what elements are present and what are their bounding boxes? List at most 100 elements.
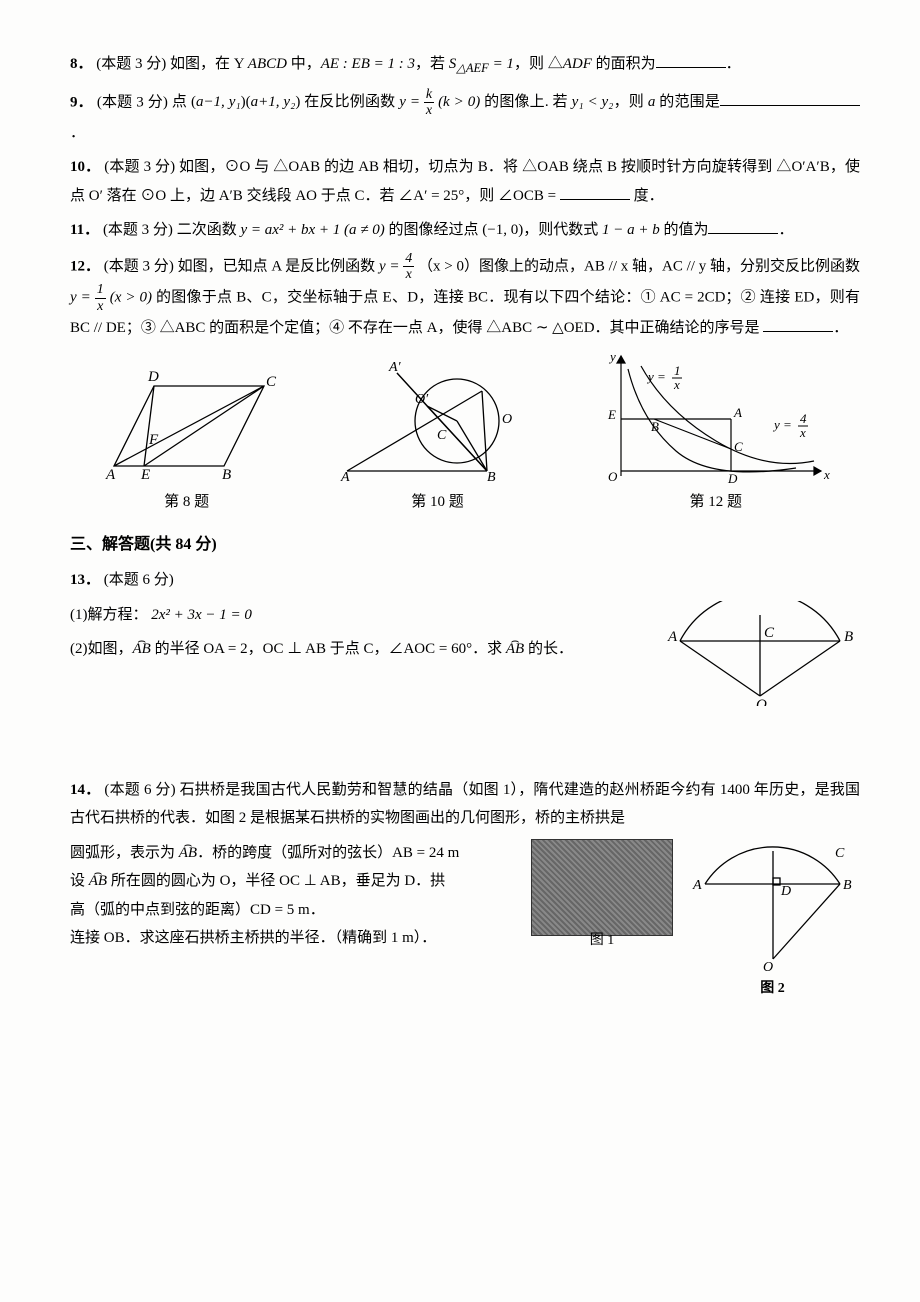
q9-f: 的范围是	[655, 94, 720, 110]
question-9: 9． (本题 3 分) 点 (a−1, y₁)(a+1, y₂) 在反比例函数 …	[70, 87, 860, 147]
q11-blank	[708, 218, 778, 234]
q11-b: 的图像经过点 (−1, 0)，则代数式	[385, 222, 602, 238]
q13-points: (本题 6 分)	[104, 572, 174, 588]
question-13: 13． (本题 6 分)	[70, 566, 860, 595]
fig14-D: D	[780, 884, 791, 899]
figure-q10-svg: A B A′ C O O′	[327, 361, 547, 486]
fig8-D: D	[147, 369, 159, 385]
q12-eqy: y =	[379, 258, 400, 274]
q10-b: 度．	[630, 188, 664, 204]
q11-d: ．	[778, 222, 793, 238]
q9-g: ．	[70, 125, 85, 141]
q12-eqy2: y =	[70, 290, 91, 306]
question-8: 8． (本题 3 分) 如图，在 Y ABCD 中，AE : EB = 1 : …	[70, 50, 860, 81]
figure-q12: O x y A B C D E y = 1x y = 4x 第 12 题	[596, 351, 836, 517]
fig14-A: A	[692, 878, 702, 893]
fig8-C: C	[266, 374, 277, 390]
fig10-O: O	[502, 412, 512, 427]
q9-d: 的图像上. 若	[480, 94, 571, 110]
q8-m4: ADF	[563, 56, 592, 72]
q11-c: 的值为	[660, 222, 709, 238]
q14-row: 圆弧形，表示为 AB．桥的跨度（弧所对的弦长）AB = 24 m 设 AB 所在…	[70, 839, 860, 1003]
q10-blank	[560, 184, 630, 200]
q13-p1-label: (1)解方程：	[70, 607, 148, 623]
fig13-O: O	[756, 697, 767, 706]
q13-p2-b: 的半径 OA = 2，OC ⊥ AB 于点 C，∠AOC = 60°．求	[151, 641, 506, 657]
q13-part2: (2)如图，AB 的半径 OA = 2，OC ⊥ AB 于点 C，∠AOC = …	[70, 635, 640, 664]
fig12-x: x	[823, 467, 830, 482]
fig10-Op: O′	[415, 392, 429, 407]
q8-t-e: 的面积为	[592, 56, 656, 72]
q12-number: 12．	[70, 258, 100, 274]
svg-text:y =: y =	[772, 417, 792, 432]
q12-frac1: 4x	[403, 251, 414, 283]
figure-q14-svg: A B C D O	[685, 839, 860, 974]
fig12-O: O	[608, 469, 618, 484]
q12-f2n: 1	[95, 282, 106, 298]
svg-text:1: 1	[674, 363, 681, 378]
q14-l1b: ．桥的跨度（弧所对的弦长）AB = 24 m	[197, 845, 459, 861]
q8-t-d: ，则 △	[514, 56, 563, 72]
q8-m1: ABCD	[248, 56, 287, 72]
q14-points: (本题 6 分)	[104, 782, 175, 798]
q8-t-b: 中，	[287, 56, 321, 72]
q12-b: 图像上的动点，AB // x 轴，AC // y 轴，分别交反比例函数	[479, 258, 860, 274]
q9-fnum: k	[424, 87, 434, 103]
q10-points: (本题 3 分)	[104, 159, 175, 175]
q11-eq: y = ax² + bx + 1 (a ≠ 0)	[240, 222, 384, 238]
q11-expr: 1 − a + b	[602, 222, 660, 238]
q11-points: (本题 3 分)	[103, 222, 173, 238]
q8-number: 8．	[70, 56, 93, 72]
q9-m2: a+1, y₂	[251, 94, 296, 110]
figure-q8-svg: A E B D C F	[94, 366, 279, 486]
q14-intro: 石拱桥是我国古代人民勤劳和智慧的结晶（如图 1），隋代建造的赵州桥距今约有 14…	[70, 782, 860, 827]
svg-text:4: 4	[800, 411, 807, 426]
fig14-O: O	[763, 960, 773, 974]
q12-c2: (x > 0)	[110, 290, 152, 306]
q9-points: (本题 3 分)	[97, 94, 168, 110]
q9-cond: (k > 0)	[438, 94, 480, 110]
figure-q10: A B A′ C O O′ 第 10 题	[327, 361, 547, 517]
q14-arc2: AB	[89, 867, 107, 896]
fig13-B: B	[844, 629, 853, 645]
q9-number: 9．	[70, 94, 93, 110]
figure-q8-caption: 第 8 题	[94, 488, 279, 517]
q12-d: ．	[833, 320, 848, 336]
q11-number: 11．	[70, 222, 99, 238]
q14-l2a: 设	[70, 873, 89, 889]
fig12-C: C	[734, 439, 743, 454]
svg-text:x: x	[799, 425, 806, 440]
q9-eqy: y =	[399, 94, 420, 110]
fig14-C: C	[835, 846, 845, 861]
q14-l4: 连接 OB．求这座石拱桥主桥拱的半径．（精确到 1 m）．	[70, 924, 519, 953]
figure-q13: A B C O	[660, 601, 860, 706]
fig10-C: C	[437, 428, 447, 443]
q8-blank	[656, 52, 726, 68]
figures-row-8-10-12: A E B D C F 第 8 题 A	[70, 351, 860, 517]
q12-a: 如图，已知点 A 是反比例函数	[178, 258, 379, 274]
fig10-A: A	[340, 470, 350, 485]
q14-left-text: 圆弧形，表示为 AB．桥的跨度（弧所对的弦长）AB = 24 m 设 AB 所在…	[70, 839, 519, 953]
figure-q14-diagram: A B C D O 图 2	[685, 839, 860, 1003]
q8-points: (本题 3 分)	[96, 56, 166, 72]
question-11: 11． (本题 3 分) 二次函数 y = ax² + bx + 1 (a ≠ …	[70, 216, 860, 245]
question-10: 10． (本题 3 分) 如图，⊙O 与 △OAB 的边 AB 相切，切点为 B…	[70, 153, 860, 210]
q12-f1n: 4	[403, 251, 414, 267]
fig12-D: D	[727, 471, 738, 486]
q9-m1: a−1, y₁	[196, 94, 241, 110]
q12-points: (本题 3 分)	[104, 258, 174, 274]
fig8-B: B	[222, 467, 231, 483]
q13-p2-a: (2)如图，	[70, 641, 133, 657]
q9-a: 点 (	[172, 94, 196, 110]
q8-m2: AE : EB = 1 : 3	[321, 56, 415, 72]
q14-l2b: 所在圆的圆心为 O，半径 OC ⊥ AB，垂足为 D．拱	[107, 873, 445, 889]
q13-part1: (1)解方程： 2x² + 3x − 1 = 0	[70, 601, 640, 630]
q8-t-a: 如图，在 Y	[170, 56, 248, 72]
q12-f2d: x	[95, 299, 106, 314]
figure-q12-caption: 第 12 题	[596, 488, 836, 517]
q13-number: 13．	[70, 572, 100, 588]
figure-q13-svg: A B C O	[660, 601, 860, 706]
fig12-E: E	[607, 407, 616, 422]
figure-q10-caption: 第 10 题	[327, 488, 547, 517]
q13-arc1: AB	[133, 635, 151, 664]
